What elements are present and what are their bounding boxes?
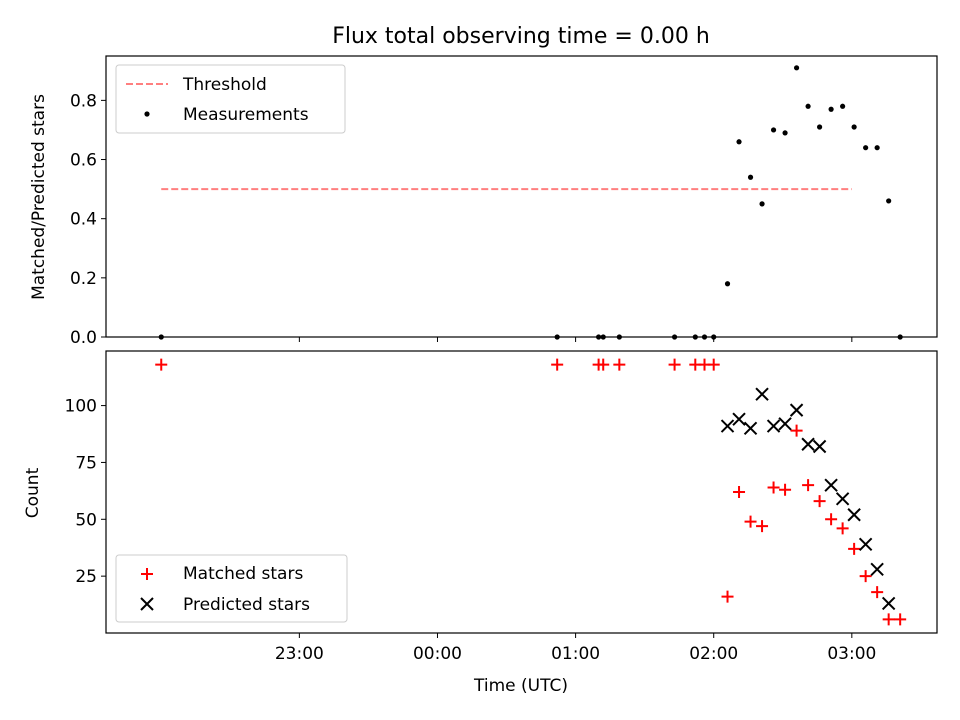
x-tick-label: 00:00 [413,644,462,664]
matched-star-marker [744,515,757,528]
measurement-point [793,65,800,71]
top-legend-box [115,64,346,134]
x-tick-label: 03:00 [827,644,876,664]
predicted-star-marker [870,562,884,577]
predicted-star-marker [858,537,873,552]
x-tick-label: 02:00 [689,644,738,664]
measurement-point [851,124,857,130]
bottom-panel: Count Time (UTC) 25 50 75 100 23:00 00:00 01:… [23,350,938,696]
measurement-point [874,145,880,151]
predicted-star-marker [743,421,758,436]
measurement-point [886,198,892,204]
x-axis-label: Time (UTC) [473,676,568,696]
top-legend: Threshold Measurements [115,64,346,134]
predicted-star-marker [755,387,769,401]
predicted-star-marker [847,508,861,522]
bottom-legend: Matched stars Predicted stars [115,554,348,623]
matched-star-marker [668,358,681,371]
y-tick-label: 75 [75,453,97,473]
measurement-point [770,127,777,133]
matched-star-marker [707,358,720,371]
predicted-star-marker [824,478,838,492]
chart-title: Flux total observing time = 0.00 h [332,24,710,49]
measurement-point [840,103,846,109]
predicted-star-marker [801,437,815,451]
matched-star-marker [859,570,872,583]
predicted-star-marker [720,419,735,433]
predicted-star-marker [778,417,792,431]
y-tick-label: 0.8 [70,91,97,111]
legend-measurements-swatch [144,111,150,117]
predicted-star-marker [766,419,781,433]
measurement-point [724,281,731,287]
predicted-star-marker [789,403,804,417]
matched-star-marker [756,520,769,533]
legend-matched-label: Matched stars [183,564,303,584]
measurement-point [759,201,765,207]
matched-star-marker [848,542,861,555]
matched-star-marker [813,495,826,508]
matched-star-marker [597,358,610,371]
matched-star-marker [721,590,734,603]
predicted-star-marker [881,596,896,611]
legend-predicted-label: Predicted stars [183,595,310,615]
top-y-ticks: 0.0 0.2 0.4 0.6 0.8 [70,91,106,348]
top-panel: Flux total observing time = 0.00 h Match… [29,24,938,348]
matched-star-marker [733,486,746,498]
x-tick-label: 01:00 [551,644,600,664]
matched-star-marker [894,613,907,626]
y-tick-label: 25 [75,567,97,587]
matched-star-marker [790,424,803,437]
bottom-axes-frame [105,350,938,634]
bottom-x-ticks: 23:00 00:00 01:00 02:00 03:00 [275,633,876,664]
y-tick-label: 50 [75,510,97,530]
legend-predicted-swatch [140,597,154,611]
matched-star-marker [613,358,626,371]
measurement-point [817,124,823,130]
y-tick-label: 100 [65,397,97,417]
legend-measurements-label: Measurements [183,105,309,125]
measurement-point [805,103,811,109]
top-axes-frame [105,55,938,338]
matched-star-marker [802,479,815,492]
predicted-star-marker [835,492,850,506]
matched-star-marker [836,522,849,535]
matched-star-marker [871,586,884,599]
matched-star-marker [825,513,838,526]
y-tick-label: 0.6 [70,151,97,171]
matched-star-marker [155,358,168,371]
measurement-point [736,139,742,145]
top-y-axis-label: Matched/Predicted stars [29,94,49,300]
bottom-y-ticks: 25 50 75 100 [65,397,106,587]
predicted-star-marker [812,439,827,454]
y-tick-label: 0.4 [70,210,97,230]
bottom-y-axis-label: Count [23,467,43,518]
top-x-ticks [298,337,853,342]
legend-threshold-label: Threshold [182,75,267,95]
y-tick-label: 0.2 [70,269,97,289]
legend-matched-swatch [141,568,153,580]
matched-star-marker [767,481,780,494]
matched-star-marker [779,483,792,496]
measurement-point [782,130,788,136]
y-tick-label: 0.0 [70,328,97,348]
matched-star-marker [882,613,895,626]
matched-star-marker [551,358,564,371]
bottom-plot-area [155,358,907,626]
predicted-star-marker [732,412,746,426]
bottom-legend-box [115,554,348,623]
measurement-point [828,106,834,112]
x-tick-label: 23:00 [275,644,324,664]
measurement-point [863,145,869,151]
measurement-point [747,174,754,180]
